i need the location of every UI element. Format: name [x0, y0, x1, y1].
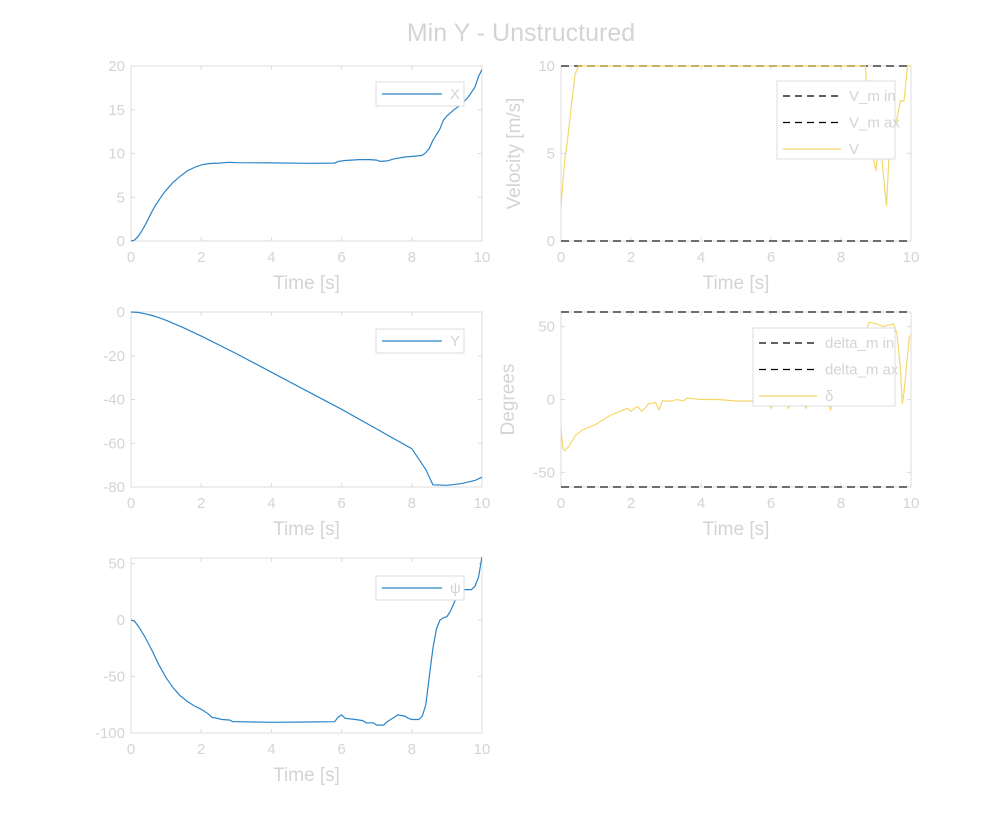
legend-label: V_m in	[849, 88, 896, 105]
y-tick-label: 0	[117, 304, 125, 321]
x-tick-label: 10	[903, 249, 920, 266]
x-tick-label: 6	[337, 249, 345, 266]
x-tick-label: 10	[903, 495, 920, 512]
y-tick-label: 0	[547, 392, 555, 409]
y-tick-label: 0	[117, 233, 125, 250]
x-tick-label: 4	[267, 495, 275, 512]
y-tick-label: -50	[533, 464, 555, 481]
y-tick-label: -40	[103, 392, 125, 409]
x-tick-label: 8	[408, 495, 416, 512]
y-tick-label: 20	[108, 58, 125, 75]
series-line--	[131, 556, 482, 726]
x-tick-label: 8	[837, 495, 845, 512]
legend-label: delta_m ax	[825, 362, 899, 379]
x-tick-label: 4	[267, 249, 275, 266]
y-tick-label: 0	[117, 612, 125, 629]
x-tick-label: 2	[627, 249, 635, 266]
x-tick-label: 0	[557, 495, 565, 512]
x-tick-label: 10	[474, 741, 491, 758]
x-tick-label: 4	[267, 741, 275, 758]
x-tick-label: 2	[197, 495, 205, 512]
x-tick-label: 2	[627, 495, 635, 512]
y-axis-label: Degrees	[498, 364, 519, 436]
x-tick-label: 2	[197, 741, 205, 758]
legend: V_m in V_m ax V	[776, 80, 900, 160]
x-tick-label: 10	[474, 249, 491, 266]
legend-label: delta_m in	[825, 335, 894, 352]
y-tick-label: 50	[108, 556, 125, 573]
legend-label: X	[450, 86, 460, 103]
x-axis-label: Time [s]	[703, 273, 770, 294]
x-axis-label: Time [s]	[273, 273, 340, 294]
x-tick-label: 6	[337, 741, 345, 758]
x-tick-label: 6	[767, 249, 775, 266]
series-line-delta	[561, 321, 911, 452]
series-line-y	[131, 311, 482, 486]
y-axis-label: Velocity [m/s]	[504, 98, 525, 210]
figure-title: Min Y - Unstructured	[407, 19, 635, 47]
y-tick-label: -50	[103, 669, 125, 686]
x-tick-label: 0	[557, 249, 565, 266]
legend-label: ψ	[450, 580, 461, 597]
legend: Y	[375, 328, 465, 354]
x-tick-label: 0	[127, 495, 135, 512]
x-tick-label: 4	[697, 495, 705, 512]
legend: ψ	[375, 575, 465, 601]
x-position-chart: 0 2 4 6 8 10 0 5 10 15 20 Time [s] X	[108, 58, 490, 294]
x-tick-label: 0	[127, 741, 135, 758]
x-tick-label: 8	[837, 249, 845, 266]
y-tick-label: -80	[103, 479, 125, 496]
axes-frame	[130, 557, 483, 734]
x-axis-label: Time [s]	[703, 519, 770, 540]
y-tick-label: -60	[103, 435, 125, 452]
y-tick-label: 5	[117, 189, 125, 206]
x-tick-label: 0	[127, 249, 135, 266]
legend-label: V	[849, 141, 859, 158]
y-position-chart: 0 2 4 6 8 10 0 -20 -40 -60 -80 Time [s] Y	[103, 304, 490, 540]
x-axis-label: Time [s]	[273, 519, 340, 540]
x-tick-label: 8	[408, 741, 416, 758]
legend-label: V_m ax	[849, 115, 900, 132]
x-tick-label: 2	[197, 249, 205, 266]
y-tick-label: 0	[547, 233, 555, 250]
x-tick-label: 6	[337, 495, 345, 512]
series-line-v	[561, 65, 911, 207]
legend-box	[776, 80, 896, 160]
x-tick-label: 10	[474, 495, 491, 512]
series-line-x	[131, 69, 482, 242]
legend-label: Y	[450, 333, 460, 350]
x-axis-label: Time [s]	[273, 765, 340, 786]
x-tick-label: 8	[408, 249, 416, 266]
y-tick-label: 15	[108, 102, 125, 119]
legend: delta_m in delta_m ax δ	[752, 327, 899, 407]
y-tick-label: -100	[95, 725, 125, 742]
y-tick-label: 10	[538, 58, 555, 75]
legend-label: δ	[825, 388, 833, 405]
y-tick-label: 5	[547, 146, 555, 163]
x-tick-label: 6	[767, 495, 775, 512]
heading-chart: 0 2 4 6 8 10 50 0 -50 -100 Time [s] ψ	[95, 556, 490, 786]
legend: X	[375, 81, 465, 107]
x-tick-label: 4	[697, 249, 705, 266]
y-tick-label: 10	[108, 146, 125, 163]
y-tick-label: -20	[103, 348, 125, 365]
y-tick-label: 50	[538, 319, 555, 336]
legend-box	[752, 327, 896, 407]
